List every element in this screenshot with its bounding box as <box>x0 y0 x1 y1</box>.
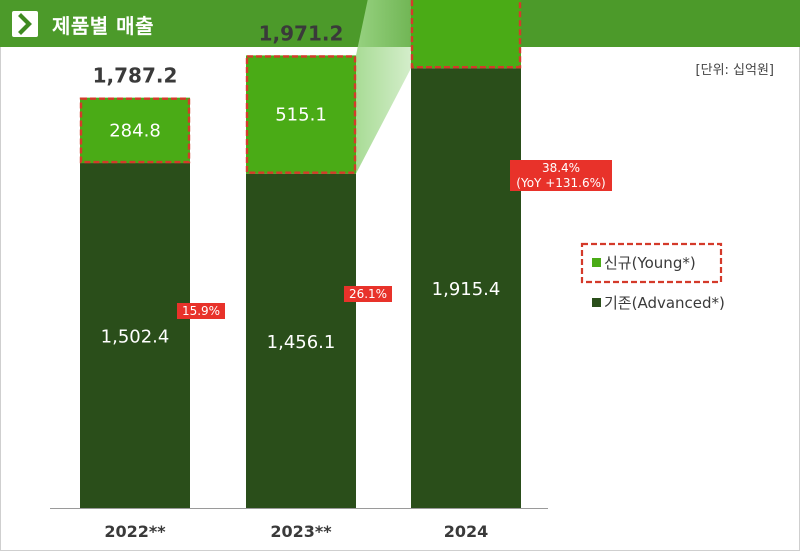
legend-swatch-young <box>592 258 601 267</box>
growth-band <box>356 0 411 174</box>
advanced-value-label: 1,456.1 <box>267 332 336 353</box>
x-tick-label: 2024 <box>444 522 489 541</box>
legend-label-young: 신규(Young*) <box>604 254 696 272</box>
chevron-right-icon <box>12 11 38 37</box>
bar-young <box>80 97 190 164</box>
share-badge <box>177 303 225 319</box>
bar-advanced <box>411 68 521 509</box>
total-label: 1,971.2 <box>259 21 344 45</box>
legend-swatch-advanced <box>592 298 601 307</box>
total-label: 1,787.2 <box>93 64 178 88</box>
bar-young <box>246 55 356 174</box>
x-tick-label: 2023** <box>270 522 332 541</box>
share-badge-text: 15.9% <box>182 304 220 318</box>
share-yoy-badge-text: (YoY +131.6%) <box>516 176 605 190</box>
bar-young <box>411 0 521 69</box>
legend-label-advanced: 기존(Advanced*) <box>604 294 725 312</box>
advanced-value-label: 1,915.4 <box>432 279 501 300</box>
page-title: 제품별 매출 <box>52 14 154 38</box>
young-value-label: 284.8 <box>109 120 161 141</box>
unit-label: [단위: 십억원] <box>695 63 774 78</box>
x-tick-label: 2022** <box>104 522 166 541</box>
legend-highlight-border <box>580 242 723 284</box>
bar-advanced <box>80 163 190 509</box>
young-value-label: 515.1 <box>275 105 327 126</box>
young-highlight-border <box>245 55 357 174</box>
young-highlight-border <box>79 97 191 164</box>
share-badge <box>344 286 392 302</box>
bar-advanced <box>246 173 356 508</box>
share-yoy-badge <box>510 160 612 191</box>
young-highlight-border <box>410 0 522 69</box>
share-yoy-badge-text: 38.4% <box>542 161 580 175</box>
advanced-value-label: 1,502.4 <box>101 327 170 348</box>
share-badge-text: 26.1% <box>349 287 387 301</box>
